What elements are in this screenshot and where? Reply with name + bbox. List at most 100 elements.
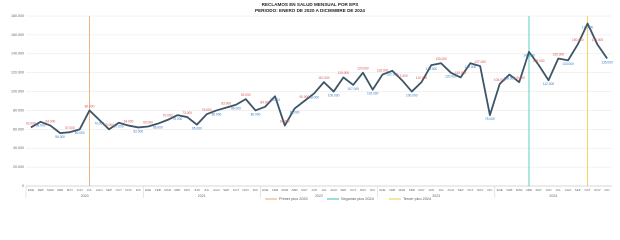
- x-tick-label: DIC: [253, 188, 259, 192]
- value-label: 112.000: [396, 74, 408, 78]
- x-tick-label: OCT: [584, 188, 591, 192]
- y-tick-label: 180.000: [11, 14, 24, 18]
- x-tick-label: ENE: [497, 188, 503, 192]
- x-tick-label: OCT: [350, 188, 357, 192]
- x-tick-label: DIC: [487, 188, 493, 192]
- chart-title: RECLAMOS EN SALUD MENSUAL POR EPS: [262, 2, 359, 7]
- value-label: 128.000: [533, 59, 545, 63]
- value-label: 80.000: [251, 112, 261, 116]
- x-tick-label: OCT: [467, 188, 474, 192]
- value-label: 73.000: [182, 111, 192, 115]
- x-tick-label: DIC: [605, 188, 611, 192]
- value-label: 142.000: [523, 54, 535, 58]
- value-label: 57.000: [65, 126, 75, 130]
- legend-label: Segundo pico 2024: [341, 197, 374, 201]
- x-tick-label: AGO: [448, 188, 455, 192]
- value-label: 150.000: [572, 38, 584, 42]
- y-tick-label: 120.000: [11, 71, 24, 75]
- year-label: 2022: [315, 194, 323, 198]
- value-label: 80.000: [85, 104, 95, 108]
- value-label: 65.000: [192, 126, 202, 130]
- y-tick-label: 20.000: [13, 165, 24, 169]
- value-label: 80.000: [212, 112, 222, 116]
- value-label: 66.000: [153, 126, 163, 130]
- y-tick-label: 160.000: [11, 33, 24, 37]
- x-tick-label: OCT: [233, 188, 240, 192]
- x-tick-label: SEP: [340, 188, 346, 192]
- value-label: 118.000: [504, 76, 516, 80]
- x-tick-label: ABR: [291, 188, 298, 192]
- x-tick-label: ENE: [28, 188, 34, 192]
- value-label: 75.000: [173, 117, 183, 121]
- value-label: 75.000: [485, 117, 495, 121]
- x-tick-label: ABR: [526, 188, 533, 192]
- legend-label: Tercer pico 2024: [403, 197, 431, 201]
- x-tick-label: SEP: [106, 188, 112, 192]
- value-label: 110.000: [318, 76, 330, 80]
- x-tick-label: MAY: [67, 188, 73, 192]
- x-tick-label: JUL: [438, 188, 444, 192]
- x-tick-label: MAR: [281, 188, 289, 192]
- value-label: 107.000: [347, 87, 359, 91]
- value-label: 135.000: [601, 60, 613, 64]
- value-label: 70.000: [163, 114, 173, 118]
- x-tick-label: SEP: [458, 188, 464, 192]
- value-label: 112.000: [543, 82, 555, 86]
- x-tick-label: SEP: [575, 188, 581, 192]
- value-label: 118.000: [377, 68, 389, 72]
- value-label: 84.000: [260, 101, 270, 105]
- value-label: 82.000: [290, 110, 300, 114]
- value-label: 64.000: [46, 119, 56, 123]
- y-tick-label: 40.000: [13, 146, 24, 150]
- x-tick-label: NOV: [594, 188, 601, 192]
- x-tick-label: JUL: [87, 188, 93, 192]
- value-label: 56.000: [55, 135, 65, 139]
- value-label: 60.000: [75, 131, 85, 135]
- value-label: 92.000: [241, 93, 251, 97]
- x-tick-label: JUN: [194, 188, 200, 192]
- value-label: 86.000: [231, 107, 241, 111]
- x-tick-label: AGO: [330, 188, 337, 192]
- x-tick-label: MAR: [516, 188, 524, 192]
- value-label: 64.000: [124, 119, 134, 123]
- value-label: 90.000: [299, 95, 309, 99]
- x-tick-label: MAR: [47, 188, 55, 192]
- value-label: 110.000: [514, 76, 526, 80]
- value-label: 130.000: [435, 57, 447, 61]
- y-tick-label: 0: [22, 184, 24, 188]
- value-label: 62.000: [133, 129, 143, 133]
- x-tick-label: MAY: [184, 188, 190, 192]
- value-label: 62.000: [26, 121, 36, 125]
- x-tick-label: NOV: [477, 188, 484, 192]
- year-label: 2024: [549, 194, 557, 198]
- value-label: 95.000: [270, 98, 280, 102]
- x-tick-label: JUN: [428, 188, 434, 192]
- x-tick-label: JUN: [546, 188, 552, 192]
- chart-subtitle: PERIODO: ENERO DE 2020 A DICIEMBRE DE 20…: [255, 8, 365, 13]
- value-label: 63.000: [143, 120, 153, 124]
- chart: RECLAMOS EN SALUD MENSUAL POR EPS PERIOD…: [11, 2, 613, 201]
- x-tick-label: JUL: [321, 188, 327, 192]
- y-tick-label: 80.000: [13, 108, 24, 112]
- x-tick-label: ENE: [379, 188, 385, 192]
- value-label: 128.000: [426, 67, 438, 71]
- x-tick-label: ABR: [57, 188, 64, 192]
- x-tick-label: ENE: [262, 188, 268, 192]
- x-tick-label: FEB: [389, 188, 395, 192]
- x-tick-label: FEB: [507, 188, 513, 192]
- value-label: 60.000: [104, 123, 114, 127]
- x-tick-label: AGO: [213, 188, 220, 192]
- y-tick-label: 140.000: [11, 52, 24, 56]
- y-tick-label: 60.000: [13, 127, 24, 131]
- x-tick-label: DIC: [136, 188, 142, 192]
- value-label: 130.000: [465, 65, 477, 69]
- value-label: 76.000: [202, 108, 212, 112]
- x-tick-label: JUL: [556, 188, 562, 192]
- value-label: 115.000: [338, 71, 350, 75]
- x-tick-label: ENE: [145, 188, 151, 192]
- value-label: 108.000: [494, 78, 506, 82]
- value-label: 102.000: [367, 92, 379, 96]
- value-label: 122.000: [386, 73, 398, 77]
- y-tick-label: 100.000: [11, 90, 24, 94]
- value-label: 135.000: [553, 52, 565, 56]
